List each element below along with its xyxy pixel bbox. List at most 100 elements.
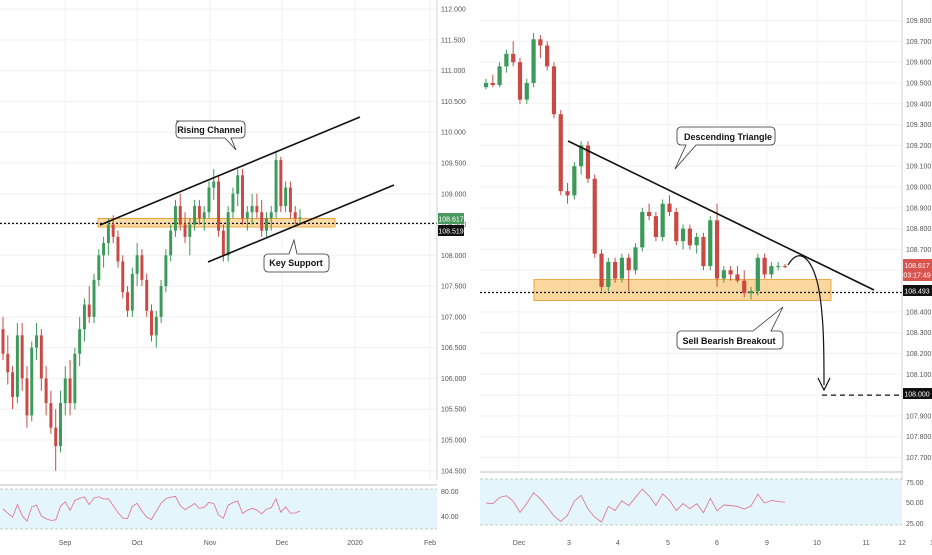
candle-body bbox=[293, 212, 297, 219]
candle bbox=[497, 62, 502, 88]
y-tick-label: 108.900 bbox=[906, 205, 931, 212]
y-tick-label: 109.200 bbox=[906, 143, 931, 150]
right-candles bbox=[483, 33, 788, 300]
candle-body bbox=[106, 224, 110, 243]
candle bbox=[572, 162, 577, 200]
candle-body bbox=[735, 274, 740, 281]
x-tick-label: Sep bbox=[59, 540, 72, 547]
y-tick-label: 112.000 bbox=[441, 7, 466, 14]
candle-body bbox=[728, 270, 733, 275]
candle-body bbox=[531, 39, 536, 83]
candle bbox=[30, 341, 34, 422]
candle-body bbox=[680, 228, 686, 242]
y-tick-label: 108.700 bbox=[906, 247, 931, 254]
candle-body bbox=[298, 217, 302, 219]
candle-body bbox=[748, 291, 754, 294]
candle-body bbox=[288, 187, 292, 213]
candle bbox=[226, 206, 230, 262]
y-tick-label: 109.000 bbox=[441, 191, 466, 198]
left-rsi-line bbox=[2, 495, 301, 523]
y-tick-label: 107.700 bbox=[906, 455, 931, 462]
left-time-axis: Sep Oct Nov Dec 2020 Feb bbox=[59, 540, 436, 547]
candle-body bbox=[558, 114, 563, 192]
x-tick-label: Feb bbox=[424, 540, 436, 547]
candle-body bbox=[226, 212, 230, 256]
candle-body bbox=[284, 187, 288, 207]
candle bbox=[1, 316, 5, 360]
key-support-callout: Key Support bbox=[263, 238, 330, 273]
y-tick-label: 111.500 bbox=[441, 37, 465, 44]
candle-body bbox=[20, 335, 24, 379]
candle-body bbox=[154, 316, 158, 336]
candle-body bbox=[619, 257, 625, 279]
candle bbox=[279, 156, 283, 213]
candle-body bbox=[140, 255, 144, 280]
y-tick-label: 106.500 bbox=[441, 345, 466, 352]
descending-triangle-line bbox=[567, 140, 875, 291]
candle-body bbox=[188, 224, 192, 237]
left-rsi-panel: 80.00 40.00 bbox=[0, 484, 459, 530]
candle-body bbox=[145, 279, 149, 311]
candle-body bbox=[58, 403, 62, 447]
candle-body bbox=[687, 228, 692, 246]
candle bbox=[6, 335, 10, 385]
candle bbox=[121, 255, 125, 299]
candle-body bbox=[92, 279, 96, 317]
y-tick-label: 108.300 bbox=[906, 330, 931, 337]
candle bbox=[202, 206, 206, 231]
candle bbox=[126, 286, 130, 317]
y-tick-label: 105.000 bbox=[441, 437, 466, 444]
candle bbox=[188, 218, 192, 256]
x-tick-label: 4 bbox=[616, 540, 620, 547]
x-tick-label: 9 bbox=[765, 540, 769, 547]
candle bbox=[20, 323, 24, 391]
rising-channel-lower-line bbox=[207, 184, 395, 263]
candle-body bbox=[82, 304, 86, 330]
right-support-price-label: 108.493 bbox=[904, 289, 929, 296]
candle-body bbox=[221, 230, 225, 256]
candle bbox=[619, 253, 625, 283]
candle-body bbox=[511, 53, 516, 63]
candle-body bbox=[701, 236, 706, 267]
candle bbox=[511, 41, 516, 67]
candle bbox=[150, 304, 153, 342]
candle bbox=[687, 224, 692, 250]
sell-breakout-callout: Sell Bearish Breakout bbox=[676, 306, 784, 350]
candle-body bbox=[11, 372, 15, 397]
candle-body bbox=[15, 335, 19, 397]
candle-body bbox=[538, 39, 543, 46]
candle bbox=[140, 249, 144, 287]
y-tick-label: 109.700 bbox=[906, 39, 931, 46]
candle-body bbox=[483, 82, 489, 88]
candle-body bbox=[35, 335, 39, 348]
candle bbox=[599, 249, 604, 292]
candle-body bbox=[183, 224, 187, 237]
left-price-chart: Rising Channel Key Support 112.000 111.50… bbox=[0, 0, 466, 547]
candle bbox=[173, 199, 177, 237]
right-target-price-label: 108.000 bbox=[904, 392, 929, 399]
candle bbox=[653, 211, 658, 242]
candle bbox=[73, 347, 77, 410]
candle bbox=[633, 243, 638, 275]
candle-body bbox=[599, 253, 604, 287]
candle bbox=[565, 182, 570, 204]
candle-body bbox=[264, 218, 268, 231]
y-tick-label: 106.000 bbox=[441, 376, 466, 383]
candle bbox=[721, 266, 726, 283]
candle-body bbox=[173, 206, 177, 231]
left-rsi-tick-80: 80.00 bbox=[441, 489, 459, 496]
right-rsi-panel: 75.00 50.00 25.00 bbox=[480, 471, 924, 528]
candle-body bbox=[1, 329, 5, 354]
candle-body bbox=[674, 211, 679, 242]
candle bbox=[269, 206, 273, 231]
left-support-price-tag: 108.519 bbox=[438, 225, 464, 236]
candle-body bbox=[25, 378, 29, 416]
y-tick-label: 104.500 bbox=[441, 468, 466, 475]
candle bbox=[748, 286, 754, 300]
y-tick-label: 108.200 bbox=[906, 351, 931, 358]
candle bbox=[58, 390, 62, 453]
right-price-chart: Descending Triangle Sell Bearish Breakou… bbox=[480, 0, 932, 547]
candle-body bbox=[694, 236, 699, 246]
candle bbox=[78, 316, 82, 367]
candle bbox=[298, 209, 302, 225]
